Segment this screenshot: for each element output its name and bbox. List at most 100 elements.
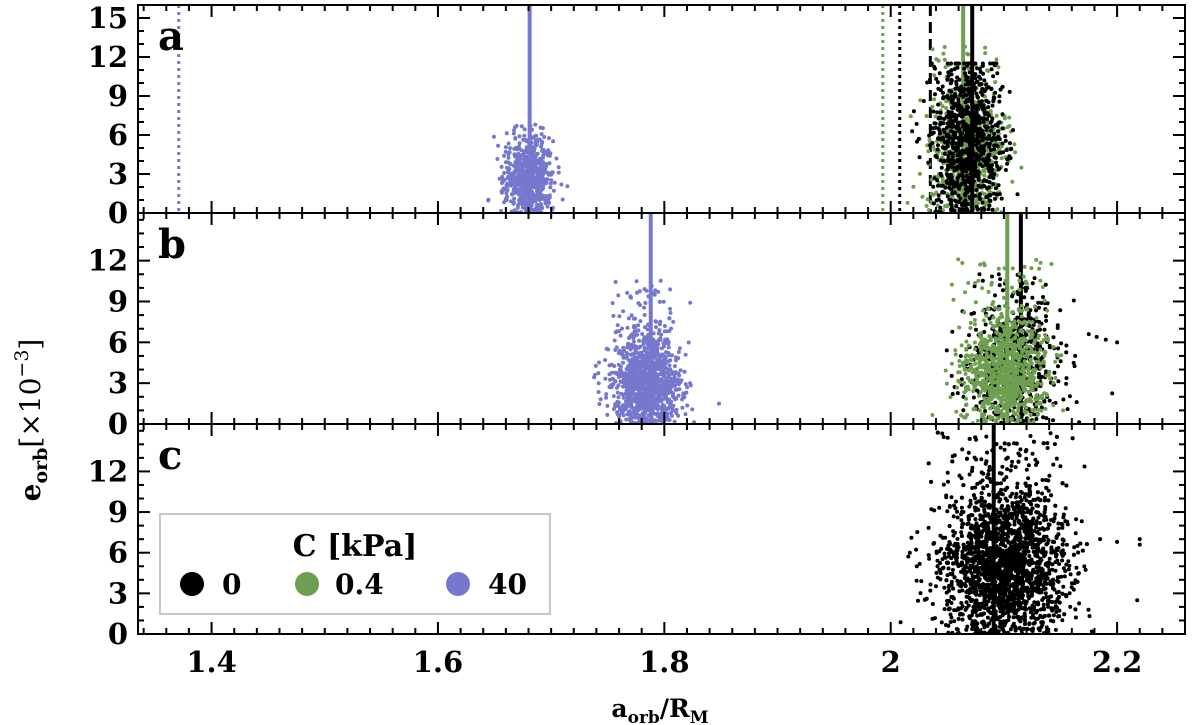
data-point [991,379,996,384]
data-point [627,417,632,422]
data-point [950,121,955,126]
data-point [983,322,988,327]
data-point [1011,360,1016,365]
data-point [1012,353,1017,358]
data-point [954,148,959,153]
data-point [963,290,968,295]
data-point [642,305,647,310]
data-point [965,99,970,104]
data-point [952,198,957,203]
data-point [547,161,552,166]
data-point [533,122,538,127]
data-point [676,350,681,354]
data-point [959,105,964,110]
data-point [1007,115,1012,120]
data-point [987,185,992,190]
data-point [1038,366,1043,370]
data-point [951,184,956,189]
data-point [653,367,658,372]
data-point [625,351,629,356]
data-point [908,114,913,119]
data-point [959,156,963,161]
data-point [547,136,551,141]
data-point [984,136,989,141]
data-point [999,413,1004,418]
data-point [643,410,648,415]
data-point [1038,278,1043,283]
data-point [988,336,993,341]
data-point [980,137,985,142]
data-point [983,358,987,363]
data-point [925,143,930,148]
data-point [1024,322,1029,327]
data-point [981,168,986,173]
y-tick-label: 3 [108,157,128,191]
data-point [661,341,666,346]
data-point [519,148,524,153]
data-point [963,386,968,390]
data-point [532,153,537,158]
data-point [655,383,660,388]
data-point [1014,332,1019,337]
data-point [975,418,980,423]
data-point [998,349,1003,354]
data-point [1007,124,1012,128]
data-point [540,161,545,166]
data-point [642,416,647,421]
data-point [616,293,621,298]
data-point [963,73,968,78]
data-point [504,186,509,190]
data-point [683,352,688,357]
data-point [993,339,998,344]
data-point [981,103,986,108]
data-point [974,110,979,115]
data-point [1032,350,1037,355]
data-point [955,113,960,118]
data-point [989,87,994,92]
data-point [990,103,995,108]
data-point [997,345,1002,350]
data-point [954,82,959,87]
data-point [960,174,965,179]
data-point [944,145,949,150]
data-point [995,164,1000,169]
data-point [950,392,955,396]
data-point [637,363,642,367]
data-point [516,170,521,175]
data-point [499,189,504,194]
data-point [659,378,664,383]
data-point [596,371,601,376]
data-point [990,116,995,121]
data-point [1001,339,1006,344]
data-point [946,153,951,158]
data-point [973,85,978,90]
data-point [933,121,938,126]
data-point [539,179,544,184]
data-point [992,394,997,399]
data-point [680,405,685,410]
data-point [626,316,631,321]
data-point [642,348,647,353]
data-point [996,407,1001,412]
data-point [971,389,976,394]
data-point [995,207,1000,212]
data-point [1009,418,1014,422]
data-point [939,199,944,204]
data-point [968,320,973,325]
data-point [996,65,1001,70]
data-point [984,141,989,146]
data-point [948,135,952,140]
data-point [621,413,626,418]
data-point [991,315,996,320]
data-point [532,158,537,162]
data-point [538,188,543,193]
data-point [636,328,641,333]
data-point [980,63,985,68]
data-point [994,113,999,118]
data-point [662,344,666,349]
data-point [971,395,976,400]
data-point [1005,161,1010,166]
data-point [958,93,963,98]
data-point [999,327,1004,332]
data-point [1072,364,1077,369]
